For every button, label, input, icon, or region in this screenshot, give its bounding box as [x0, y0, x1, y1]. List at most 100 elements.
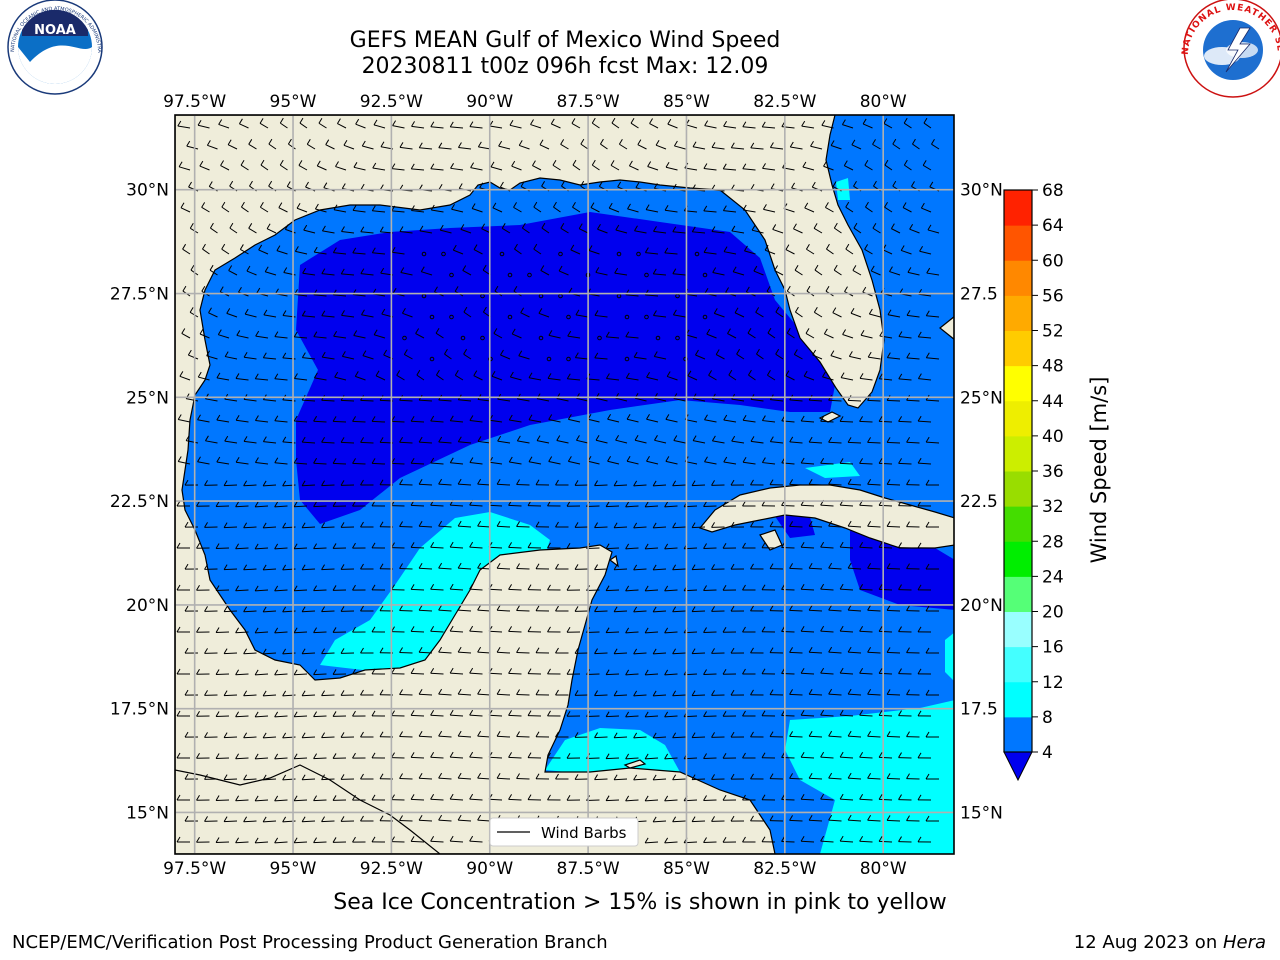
- wind-barb: [399, 647, 413, 654]
- wind-barb: [538, 308, 550, 318]
- wind-barb: [917, 415, 932, 423]
- wind-barb: [496, 647, 511, 654]
- wind-barb: [646, 456, 659, 465]
- wind-barb: [644, 795, 659, 802]
- wind-barb-calm: [702, 272, 708, 278]
- wind-barb: [418, 731, 433, 738]
- wind-barb: [533, 243, 542, 255]
- lat-tick-label-right: 15°N: [960, 803, 1003, 823]
- wind-barb: [196, 795, 210, 801]
- lat-tick-label-left: 20°N: [126, 596, 169, 616]
- wind-barb-calm: [449, 272, 454, 278]
- wind-barb: [550, 118, 561, 129]
- wind-barb: [430, 583, 444, 591]
- wind-barb: [574, 352, 589, 360]
- wind-barb: [410, 668, 425, 675]
- wind-barb: [371, 668, 386, 675]
- wind-barb: [839, 667, 854, 675]
- wind-barb: [625, 753, 639, 760]
- lon-tick-label-bottom: 87.5°W: [557, 859, 620, 879]
- wind-barb: [527, 668, 542, 675]
- wind-barb: [813, 307, 823, 318]
- wind-barb: [761, 794, 776, 801]
- wind-barb: [457, 520, 472, 528]
- wind-barb: [473, 244, 483, 255]
- wind-barb: [820, 583, 834, 591]
- wind-barb: [633, 732, 647, 739]
- wind-barb: [889, 266, 901, 276]
- wind-barb: [215, 669, 230, 676]
- wind-barb: [742, 163, 756, 171]
- wind-barb: [238, 118, 249, 129]
- wind-barb: [566, 500, 581, 507]
- wind-barb: [477, 604, 491, 612]
- wind-barb: [469, 583, 483, 591]
- wind-barb-calm: [683, 356, 688, 362]
- wind-barb: [734, 307, 745, 318]
- wind-barb: [605, 669, 620, 676]
- wind-barb: [906, 437, 920, 444]
- wind-barb: [703, 837, 717, 844]
- wind-barb: [548, 456, 561, 465]
- wind-barb: [490, 161, 503, 171]
- wind-barb: [859, 416, 873, 423]
- wind-barb: [302, 267, 316, 276]
- wind-barb: [332, 669, 347, 675]
- wind-barb: [371, 458, 386, 465]
- wind-barb: [528, 456, 542, 465]
- wind-barb: [703, 543, 717, 550]
- lon-tick-label-bottom: 97.5°W: [163, 859, 226, 879]
- wind-barb: [204, 648, 218, 654]
- wind-barb: [462, 265, 472, 276]
- wind-barb: [917, 710, 932, 717]
- wind-barb: [254, 627, 269, 634]
- wind-barb: [254, 501, 269, 508]
- wind-barb: [898, 542, 912, 549]
- wind-barb: [711, 522, 725, 528]
- wind-barb: [800, 415, 815, 423]
- wind-barb: [313, 753, 327, 760]
- wind-barb: [508, 668, 522, 675]
- wind-barb: [813, 223, 823, 234]
- wind-barb: [435, 327, 444, 339]
- wind-barb: [742, 752, 756, 759]
- wind-barb: [906, 689, 920, 696]
- wind-barb: [224, 435, 238, 444]
- wind-barb: [463, 348, 472, 360]
- wind-barb: [352, 500, 366, 507]
- wind-barb: [878, 373, 893, 381]
- wind-barb: [814, 264, 823, 276]
- wind-barb: [473, 370, 483, 381]
- wind-barb: [839, 709, 854, 717]
- wind-barb: [878, 584, 893, 591]
- wind-barb-calm: [655, 335, 661, 341]
- wind-barb: [665, 456, 678, 465]
- wind-barb: [321, 690, 335, 697]
- wind-barb: [208, 307, 218, 318]
- wind-barb: [730, 689, 745, 696]
- wind-barb: [864, 244, 873, 255]
- wind-barb: [206, 140, 218, 150]
- wind-barb-calm: [429, 314, 435, 320]
- wind-barb: [633, 480, 647, 487]
- colorbar-bin: [1004, 611, 1032, 648]
- wind-barb: [352, 794, 366, 801]
- footer-host: Hera: [1222, 932, 1266, 953]
- wind-barb: [801, 120, 815, 129]
- wind-barb: [713, 308, 725, 318]
- wind-barb: [469, 793, 483, 801]
- colorbar-bin: [1004, 435, 1032, 472]
- wind-barb: [867, 814, 881, 822]
- wind-barb: [742, 794, 756, 801]
- wind-barb: [313, 669, 327, 676]
- wind-barb: [763, 204, 776, 213]
- wind-barb: [556, 435, 569, 444]
- wind-barb: [761, 836, 776, 843]
- wind-barb: [742, 204, 756, 213]
- wind-barb: [223, 522, 238, 529]
- wind-barb: [373, 119, 386, 129]
- wind-barb: [839, 583, 854, 591]
- wind-barb: [859, 583, 873, 591]
- wind-barb: [399, 226, 413, 234]
- colorbar-bin: [1004, 471, 1032, 507]
